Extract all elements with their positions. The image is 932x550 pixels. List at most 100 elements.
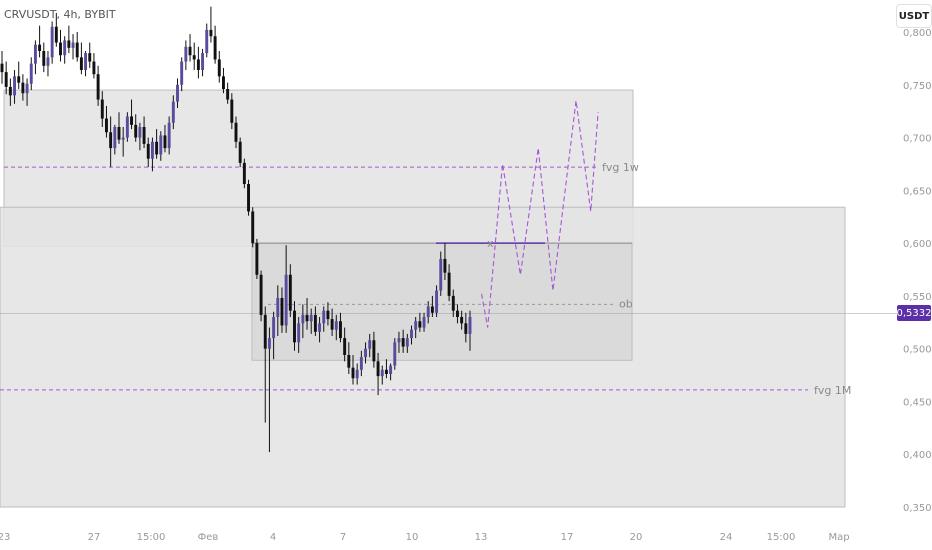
candle: [293, 301, 296, 351]
currency-badge[interactable]: USDT: [896, 4, 932, 28]
candle-body: [389, 365, 393, 374]
candle: [305, 298, 309, 330]
candle: [92, 53, 96, 79]
candle: [192, 42, 196, 70]
candle-body: [430, 306, 434, 313]
candle: [251, 207, 255, 248]
candle: [176, 78, 179, 108]
candle-body: [75, 42, 79, 58]
candle: [439, 251, 443, 296]
candle: [384, 359, 388, 379]
candle-body: [117, 127, 121, 140]
candle: [422, 312, 426, 332]
candle: [376, 352, 380, 396]
candle-body: [84, 53, 88, 70]
candle-body: [176, 84, 179, 102]
candle-body: [217, 59, 221, 77]
candle-body: [155, 141, 159, 155]
candle-body: [54, 26, 58, 43]
candle: [230, 93, 234, 130]
candle-body: [134, 124, 138, 138]
candle-body: [456, 310, 459, 317]
candle: [347, 342, 351, 374]
candle-body: [313, 314, 317, 332]
candle-body: [242, 162, 246, 184]
candle: [280, 287, 284, 333]
candle: [309, 308, 313, 334]
candle-body: [59, 42, 62, 56]
candle-body: [50, 26, 54, 58]
candle: [113, 124, 117, 155]
x-tick-label: 24: [720, 532, 733, 543]
x-tick-label: 20: [630, 532, 643, 543]
candle-body: [184, 46, 188, 62]
candle-body: [167, 122, 171, 149]
candle-body: [318, 323, 322, 332]
candle-body: [46, 57, 50, 66]
candle: [414, 317, 418, 339]
candle-body: [276, 298, 280, 317]
x-tick-label: Фев: [198, 532, 219, 543]
candle-body: [150, 141, 154, 159]
candle-body: [201, 53, 205, 70]
candle-body: [8, 86, 12, 96]
candle: [430, 295, 434, 317]
candle: [364, 342, 367, 364]
candle-body: [13, 76, 16, 96]
candle-body: [0, 63, 4, 73]
candle: [38, 25, 42, 58]
candle-body: [79, 57, 83, 70]
x-tick-label: 4: [270, 532, 276, 543]
candle: [33, 40, 37, 75]
candle: [67, 25, 71, 54]
candle: [380, 365, 384, 385]
candle: [205, 23, 209, 58]
candle-body: [100, 99, 104, 119]
x-tick-label: 17: [561, 532, 574, 543]
candle: [84, 51, 88, 77]
candle-body: [29, 63, 33, 84]
candle-body: [209, 29, 213, 37]
candle-body: [451, 295, 455, 311]
candle-body: [460, 317, 464, 324]
candle-body: [88, 53, 92, 62]
candle: [313, 306, 317, 336]
candle-body: [426, 306, 430, 317]
candle-body: [372, 340, 376, 362]
candle: [343, 327, 347, 362]
candle: [125, 112, 129, 142]
candle: [155, 129, 159, 159]
candle-body: [439, 258, 443, 291]
candle: [180, 57, 184, 92]
candle-body: [255, 243, 259, 275]
candle: [63, 36, 67, 64]
candle: [196, 46, 200, 79]
candle-body: [38, 44, 42, 51]
candle-body: [368, 340, 372, 349]
candle-body: [401, 338, 405, 347]
candle: [188, 34, 192, 62]
candle: [318, 317, 322, 343]
candle: [451, 289, 455, 317]
candle-body: [272, 317, 276, 339]
candle: [288, 264, 292, 317]
candle: [142, 116, 146, 149]
candle: [355, 363, 359, 385]
symbol-title: CRVUSDT, 4h, BYBIT: [4, 8, 116, 21]
candle: [405, 333, 409, 353]
candle-body: [159, 135, 163, 155]
candle-body: [213, 36, 217, 60]
candle: [59, 29, 62, 62]
candle-body: [92, 61, 96, 75]
candle: [184, 40, 188, 70]
candle: [326, 302, 330, 326]
candle-body: [25, 83, 29, 94]
candle: [75, 32, 79, 62]
candle: [238, 137, 242, 168]
candle: [79, 42, 83, 75]
candle: [447, 264, 451, 302]
candle: [255, 238, 259, 279]
